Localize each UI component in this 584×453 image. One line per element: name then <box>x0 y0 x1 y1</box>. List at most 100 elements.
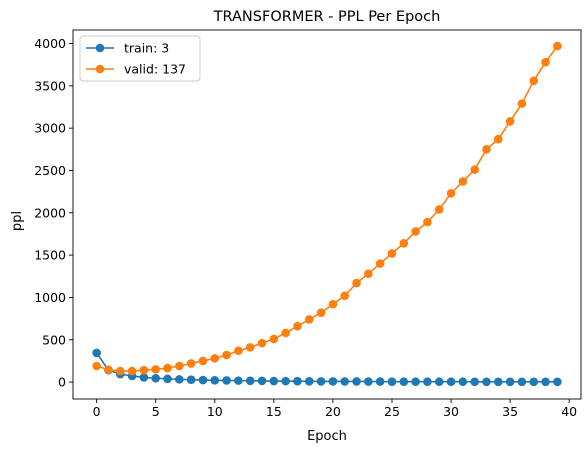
data-point <box>92 361 101 371</box>
data-point <box>257 376 267 386</box>
data-point <box>198 356 208 366</box>
legend: train: 3 valid: 137 <box>79 35 201 82</box>
legend-label: train: 3 <box>124 41 169 56</box>
data-point <box>541 377 550 387</box>
data-point <box>494 377 503 387</box>
y-tick-label: 3000 <box>34 121 66 136</box>
data-point <box>186 359 196 368</box>
plot-frame <box>72 29 582 400</box>
data-point <box>423 377 432 387</box>
data-point <box>352 278 361 288</box>
data-point <box>281 328 290 338</box>
data-point <box>115 366 125 376</box>
data-point <box>505 377 515 387</box>
x-tick-label: 40 <box>561 404 577 419</box>
y-tick-label: 1500 <box>34 248 66 263</box>
x-tick-label: 30 <box>443 404 459 419</box>
y-axis: 0 500 1000 1500 2000 2500 3000 3500 4000 <box>34 36 73 390</box>
legend-item: valid: 137 <box>86 62 186 77</box>
data-point <box>127 366 137 376</box>
data-point <box>328 299 338 309</box>
x-tick-label: 0 <box>93 404 101 419</box>
data-point <box>245 376 255 386</box>
data-point <box>553 41 562 51</box>
series-line <box>95 352 558 383</box>
y-tick-label: 1000 <box>34 290 66 305</box>
data-point <box>316 377 326 386</box>
data-point <box>482 377 491 387</box>
data-point <box>186 375 196 385</box>
data-point <box>458 377 468 387</box>
legend-label: valid: 137 <box>124 62 186 77</box>
y-tick-label: 3500 <box>34 78 66 93</box>
x-tick-label: 35 <box>502 404 518 419</box>
data-point <box>517 377 527 387</box>
data-point <box>210 354 220 363</box>
y-tick-label: 4000 <box>34 36 66 51</box>
data-point <box>163 374 172 384</box>
x-tick-label: 5 <box>152 404 160 419</box>
data-point <box>434 377 444 387</box>
x-axis: 0 5 10 15 20 25 30 35 40 <box>93 399 577 419</box>
data-point <box>281 376 290 386</box>
data-point <box>470 165 479 174</box>
data-point <box>364 377 373 386</box>
x-tick-label: 10 <box>207 404 223 419</box>
y-tick-label: 500 <box>42 332 66 347</box>
data-point <box>234 376 243 385</box>
data-point <box>541 57 550 67</box>
series-train <box>92 348 562 387</box>
data-point <box>553 377 562 387</box>
data-point <box>139 365 149 375</box>
data-point <box>340 291 350 301</box>
x-tick-label: 20 <box>325 404 341 419</box>
data-point <box>151 373 160 383</box>
data-point <box>293 321 302 331</box>
data-point <box>387 377 397 386</box>
data-point <box>92 348 101 358</box>
data-point <box>328 377 338 386</box>
data-point <box>222 350 231 360</box>
data-point <box>375 377 385 386</box>
data-point <box>529 76 539 86</box>
data-point <box>175 361 184 371</box>
legend-item: train: 3 <box>86 41 169 56</box>
data-point <box>222 376 231 385</box>
data-point <box>387 249 397 258</box>
data-point <box>375 259 385 268</box>
data-point <box>411 227 420 236</box>
data-point <box>163 363 172 373</box>
data-point <box>175 375 184 384</box>
chart-title: TRANSFORMER - PPL Per Epoch <box>213 9 441 25</box>
legend-marker <box>95 43 105 53</box>
y-tick-label: 2500 <box>34 163 66 178</box>
legend-marker <box>95 64 105 74</box>
data-point <box>304 315 314 324</box>
y-tick-label: 0 <box>58 375 66 390</box>
data-point <box>494 134 503 144</box>
data-point <box>104 365 113 375</box>
x-axis-label: Epoch <box>307 429 347 444</box>
data-point <box>446 189 456 198</box>
data-point <box>434 205 444 214</box>
data-point <box>151 365 160 374</box>
series-layer <box>92 41 562 387</box>
series-valid <box>92 41 562 376</box>
data-point <box>234 346 243 356</box>
data-point <box>482 145 491 154</box>
data-point <box>245 343 255 352</box>
data-point <box>458 177 468 186</box>
data-point <box>198 375 208 385</box>
data-point <box>139 373 149 382</box>
data-point <box>399 238 409 248</box>
data-point <box>470 377 479 387</box>
data-point <box>364 269 373 279</box>
data-point <box>269 334 279 344</box>
data-point <box>399 377 409 386</box>
series-line <box>96 45 559 372</box>
data-point <box>210 375 220 385</box>
data-point <box>257 338 267 348</box>
data-point <box>505 117 515 126</box>
data-point <box>352 377 361 386</box>
